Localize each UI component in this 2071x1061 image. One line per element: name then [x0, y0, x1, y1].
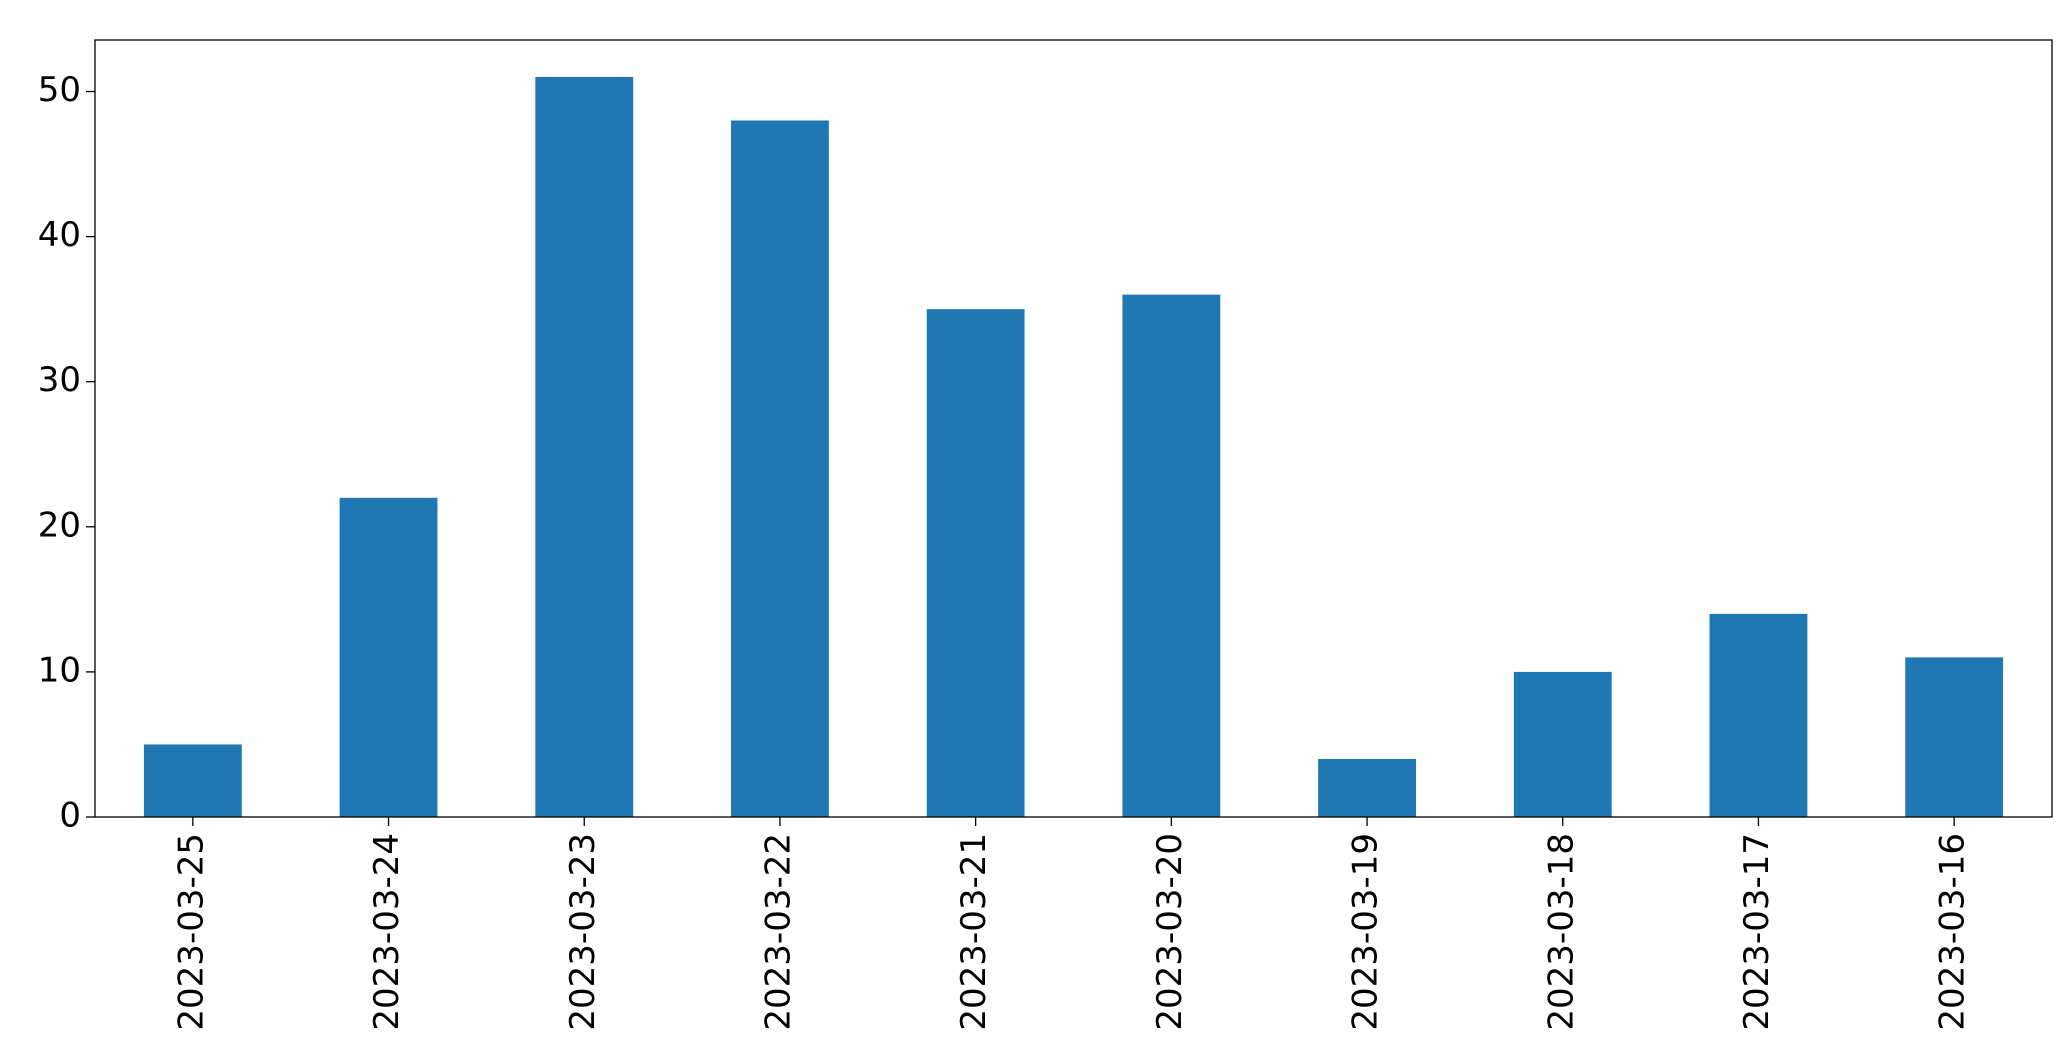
y-tick-label: 0 — [59, 796, 81, 836]
bar — [926, 309, 1025, 817]
y-tick-label: 50 — [38, 70, 81, 110]
x-tick-label: 2023-03-18 — [1541, 833, 1581, 1031]
bar — [731, 120, 829, 817]
y-tick-label: 30 — [38, 360, 81, 400]
bar — [535, 77, 634, 817]
x-tick-label: 2023-03-17 — [1737, 833, 1777, 1031]
x-tick-label: 2023-03-25 — [171, 833, 211, 1031]
y-tick-label: 20 — [38, 505, 81, 545]
bar — [1122, 294, 1221, 817]
bar — [1905, 657, 2004, 817]
x-tick-label: 2023-03-22 — [758, 833, 798, 1031]
x-tick-label: 2023-03-23 — [563, 833, 603, 1031]
bar — [143, 744, 242, 817]
plot-frame — [94, 39, 2053, 818]
x-tick-label: 2023-03-24 — [367, 833, 407, 1031]
x-tick-label: 2023-03-21 — [954, 833, 994, 1031]
x-tick-label: 2023-03-16 — [1933, 833, 1973, 1031]
y-tick-label: 40 — [38, 215, 81, 255]
y-tick-label: 10 — [38, 650, 81, 690]
x-tick-label: 2023-03-19 — [1346, 833, 1386, 1031]
bar — [1513, 671, 1612, 817]
bar — [1318, 758, 1416, 817]
bar — [339, 497, 438, 817]
bar — [1709, 613, 1808, 817]
x-tick-label: 2023-03-20 — [1150, 833, 1190, 1031]
